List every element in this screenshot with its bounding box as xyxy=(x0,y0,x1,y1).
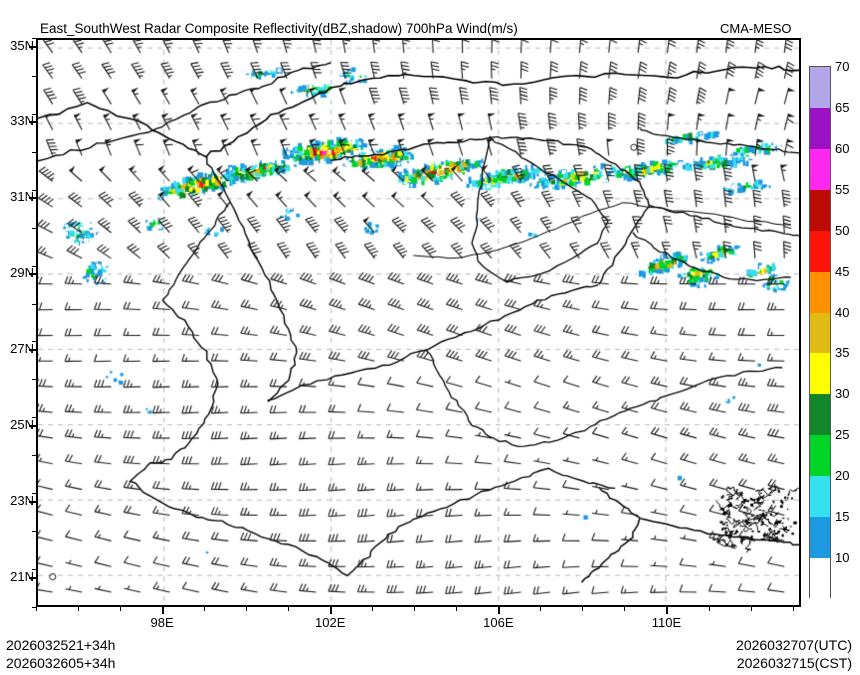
y-axis-minor-tick xyxy=(32,455,36,457)
x-axis-label: 98E xyxy=(150,615,174,630)
x-axis-minor-tick xyxy=(582,607,584,611)
y-axis-minor-tick xyxy=(32,75,36,77)
x-axis-minor-tick xyxy=(708,607,710,611)
colorbar-label: 55 xyxy=(835,181,850,197)
init-time-2: 2026032605+34h xyxy=(6,655,116,671)
y-axis-label: 23N xyxy=(10,492,34,508)
x-axis-tick xyxy=(498,607,501,614)
y-axis-tick xyxy=(29,273,36,276)
y-axis-label: 25N xyxy=(10,416,34,432)
x-axis-minor-tick xyxy=(372,607,374,611)
colorbar-band-light-purple xyxy=(810,67,830,108)
y-axis-tick xyxy=(29,500,36,503)
valid-time-cst: 2026032715(CST) xyxy=(736,655,852,671)
y-axis-minor-tick xyxy=(32,493,36,495)
colorbar-band-blue xyxy=(810,517,830,559)
y-axis-label: 31N xyxy=(10,189,34,205)
agency-label: CMA-MESO xyxy=(720,21,792,36)
colorbar-label: 50 xyxy=(835,222,850,238)
y-axis-tick xyxy=(29,424,36,427)
colorbar-band-white xyxy=(810,558,830,599)
y-axis-minor-tick xyxy=(32,151,36,153)
x-axis-tick xyxy=(330,607,333,614)
y-axis-tick xyxy=(29,576,36,579)
y-axis-minor-tick xyxy=(32,38,36,39)
colorbar-label: 25 xyxy=(835,427,850,443)
y-axis-minor-tick xyxy=(32,417,36,419)
colorbar-label: 15 xyxy=(835,509,850,525)
x-axis-label: 110E xyxy=(651,615,682,630)
x-axis-minor-tick xyxy=(540,607,542,611)
y-axis-label: 29N xyxy=(10,265,34,281)
colorbar-label: 70 xyxy=(835,59,850,74)
x-axis-minor-tick xyxy=(120,607,122,611)
y-axis-minor-tick xyxy=(32,531,36,533)
colorbar-label: 10 xyxy=(835,550,850,566)
page-title: East_SouthWest Radar Composite Reflectiv… xyxy=(40,21,518,36)
map-plot-area[interactable] xyxy=(36,38,801,607)
x-axis-minor-tick xyxy=(792,607,794,611)
y-axis-label: 27N xyxy=(10,341,34,357)
x-axis-minor-tick xyxy=(414,607,416,611)
y-axis-minor-tick xyxy=(32,341,36,343)
y-axis-tick xyxy=(29,349,36,352)
radar-map-canvas xyxy=(38,40,799,605)
y-axis-tick xyxy=(29,121,36,124)
y-axis-tick xyxy=(29,45,36,48)
x-axis-minor-tick xyxy=(750,607,752,611)
colorbar-band-yellow xyxy=(810,353,830,395)
colorbar-band-dark-green xyxy=(810,394,830,436)
y-axis-label: 35N xyxy=(10,37,34,53)
x-axis-tick xyxy=(666,607,669,614)
colorbar-band-green xyxy=(810,435,830,477)
reflectivity-colorbar xyxy=(809,66,831,599)
colorbar-band-red xyxy=(810,230,830,272)
colorbar-band-cyan xyxy=(810,476,830,518)
colorbar-label: 65 xyxy=(835,99,850,115)
x-axis-label: 106E xyxy=(483,615,514,630)
colorbar-label: 35 xyxy=(835,345,850,361)
colorbar-band-dark-red xyxy=(810,189,830,231)
colorbar-band-orange xyxy=(810,271,830,313)
y-axis-minor-tick xyxy=(32,379,36,381)
init-time-1: 2026032521+34h xyxy=(6,637,116,653)
x-axis-minor-tick xyxy=(624,607,626,611)
colorbar-label: 40 xyxy=(835,304,850,320)
y-axis-minor-tick xyxy=(32,607,36,608)
x-axis-minor-tick xyxy=(36,607,37,611)
y-axis-label: 33N xyxy=(10,113,34,129)
colorbar-band-gold xyxy=(810,312,830,354)
y-axis-minor-tick xyxy=(32,227,36,229)
x-axis-minor-tick xyxy=(204,607,206,611)
colorbar-label: 20 xyxy=(835,468,850,484)
x-axis-minor-tick xyxy=(78,607,80,611)
colorbar-label: 45 xyxy=(835,263,850,279)
x-axis-minor-tick xyxy=(288,607,290,611)
colorbar-band-purple xyxy=(810,107,830,149)
x-axis-minor-tick xyxy=(456,607,458,611)
valid-time-utc: 2026032707(UTC) xyxy=(736,637,852,653)
y-axis-minor-tick xyxy=(32,303,36,305)
x-axis-tick xyxy=(162,607,165,614)
y-axis-minor-tick xyxy=(32,189,36,191)
colorbar-band-magenta xyxy=(810,148,830,190)
colorbar-label: 60 xyxy=(835,140,850,156)
x-axis-label: 102E xyxy=(315,615,346,630)
x-axis-minor-tick xyxy=(246,607,248,611)
y-axis-label: 21N xyxy=(10,568,34,584)
y-axis-tick xyxy=(29,197,36,200)
y-axis-minor-tick xyxy=(32,113,36,115)
y-axis-minor-tick xyxy=(32,569,36,571)
colorbar-label: 30 xyxy=(835,386,850,402)
y-axis-minor-tick xyxy=(32,265,36,267)
